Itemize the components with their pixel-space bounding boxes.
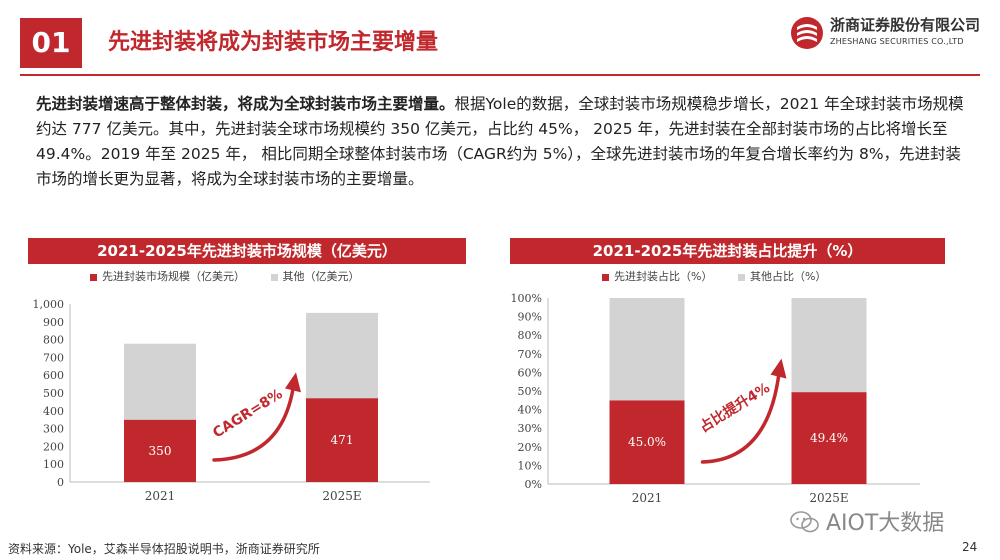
y-tick-label: 800 xyxy=(43,334,64,347)
header-divider xyxy=(20,74,980,76)
y-tick-label: 0 xyxy=(57,476,64,489)
y-tick-label: 80% xyxy=(518,329,542,342)
data-label-2021: 350 xyxy=(149,444,172,458)
bar-other-2021 xyxy=(124,343,196,420)
watermark-text: AIOT大数据 xyxy=(826,511,945,536)
y-tick-label: 900 xyxy=(43,316,64,329)
y-tick-label: 70% xyxy=(518,348,542,361)
bar-advanced-2021 xyxy=(609,400,685,484)
logo-name-en: ZHESHANG SECURITIES CO.,LTD xyxy=(830,37,964,46)
bar-advanced-2025E xyxy=(306,398,378,482)
logo-icon xyxy=(791,17,823,49)
bar-other-2021 xyxy=(609,298,685,401)
y-tick-label: 20% xyxy=(518,441,542,454)
y-tick-label: 90% xyxy=(518,311,542,324)
legend-swatch-other-share xyxy=(737,273,745,281)
data-label-2025E: 471 xyxy=(331,433,354,447)
bar-other-2025E xyxy=(306,312,378,399)
data-label-2021: 45.0% xyxy=(628,435,666,449)
legend-share: 先进封装占比（%） 其他占比（%） xyxy=(602,268,848,284)
x-tick-label: 2021 xyxy=(632,491,663,505)
bar-other-2025E xyxy=(791,298,867,393)
intro-body: 根据Yole的数据，全球封装市场规模稳步增长，2021 年全球封装市场规模 约达… xyxy=(36,95,964,188)
legend-label-advanced: 先进封装市场规模（亿美元） xyxy=(102,270,245,283)
growth-arrow xyxy=(212,380,296,462)
legend-market-size: 先进封装市场规模（亿美元） 其他（亿美元） xyxy=(90,268,382,284)
y-tick-label: 200 xyxy=(43,440,64,453)
y-tick-label: 1,000 xyxy=(33,298,65,311)
data-label-2025E: 49.4% xyxy=(810,431,848,445)
y-tick-label: 10% xyxy=(518,459,542,472)
page-title: 先进封装将成为封装市场主要增量 xyxy=(108,30,439,55)
y-tick-label: 500 xyxy=(43,387,64,400)
legend-label-advanced-share: 先进封装占比（%） xyxy=(614,270,713,283)
y-tick-label: 700 xyxy=(43,351,64,364)
growth-arrowhead xyxy=(770,358,787,379)
x-tick-label: 2025E xyxy=(322,489,361,503)
page-number: 24 xyxy=(962,540,978,554)
legend-label-other: 其他（亿美元） xyxy=(282,270,360,283)
chart-market-size: 0 100 200 300 400 500 600 700 800 900 1,000 350 2021… xyxy=(33,298,430,503)
growth-arrow xyxy=(700,366,782,464)
company-logo: 浙商证券股份有限公司 ZHESHANG SECURITIES CO.,LTD xyxy=(790,12,990,58)
y-tick-label: 300 xyxy=(43,423,64,436)
y-tick-label: 30% xyxy=(518,422,542,435)
intro-paragraph: 先进封装增速高于整体封装，将成为全球封装市场主要增量。根据Yole的数据，全球封… xyxy=(36,92,966,192)
source-note: 资料来源：Yole，艾森半导体招股说明书，浙商证券研究所 xyxy=(8,542,320,556)
logo-name-cn: 浙商证券股份有限公司 xyxy=(830,16,981,34)
y-tick-label: 100 xyxy=(43,458,64,471)
watermark: AIOT大数据 xyxy=(790,505,944,537)
x-tick-label: 2025E xyxy=(809,491,848,505)
wechat-icon xyxy=(790,511,819,533)
y-tick-label: 50% xyxy=(518,385,542,398)
legend-swatch-other xyxy=(270,273,278,281)
y-tick-label: 600 xyxy=(43,369,64,382)
bar-advanced-2021 xyxy=(124,419,196,482)
legend-label-other-share: 其他占比（%） xyxy=(749,270,827,283)
section-number: 01 xyxy=(20,18,82,68)
x-tick-label: 2021 xyxy=(145,489,176,503)
chart-title-market-size: 2021-2025年先进封装市场规模（亿美元） xyxy=(28,238,466,264)
y-tick-label: 60% xyxy=(518,366,542,379)
bar-advanced-2025E xyxy=(791,392,867,484)
y-tick-label: 400 xyxy=(43,405,64,418)
y-tick-label: 0% xyxy=(525,478,542,491)
legend-swatch-advanced-share xyxy=(602,273,609,281)
legend-swatch-advanced xyxy=(90,273,97,281)
chart-title-share: 2021-2025年先进封装占比提升（%） xyxy=(510,238,945,264)
y-tick-label: 100% xyxy=(511,292,542,305)
chart-share: 0% 10% 20% 30% 40% 50% 60% 70% 80% 90% 100% 45.0% 20… xyxy=(511,292,920,505)
intro-bold: 先进封装增速高于整体封装，将成为全球封装市场主要增量。 xyxy=(36,95,455,113)
y-tick-label: 40% xyxy=(518,404,542,417)
growth-arrowhead xyxy=(285,372,301,393)
